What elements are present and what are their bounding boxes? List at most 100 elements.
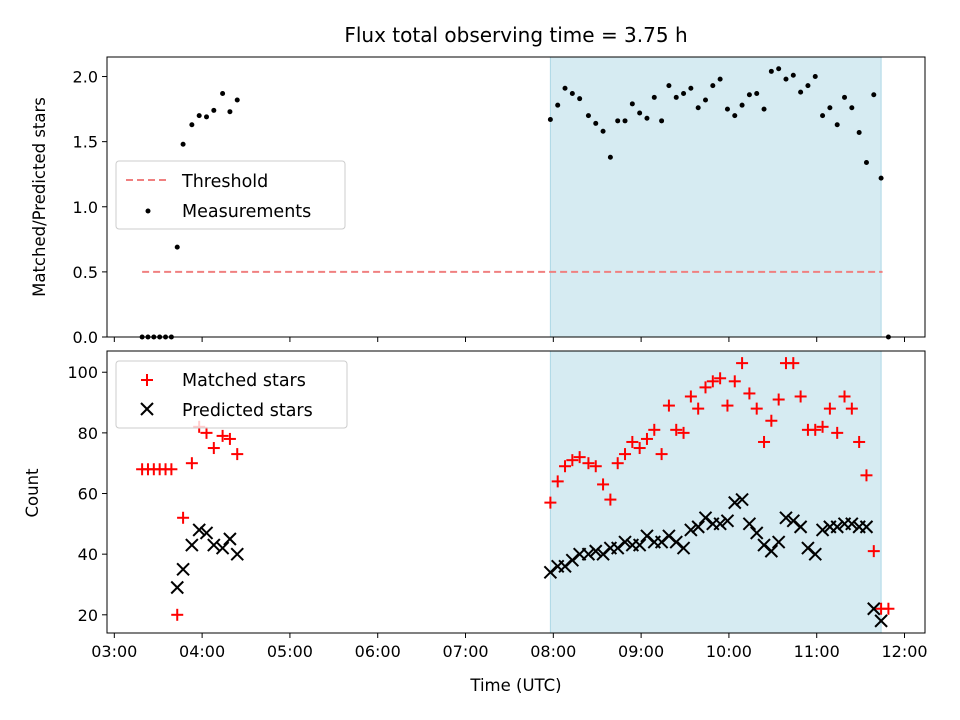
measurement-point [842,94,848,100]
matched-star-point [743,387,756,400]
measurement-point [180,141,186,147]
matched-star-point [816,420,829,433]
x-tick-label: 04:00 [179,642,225,661]
measurement-point [688,85,694,91]
matched-star-point [809,423,822,436]
top-legend-box [115,160,346,230]
measurement-point [547,117,553,123]
measurement-point [555,102,561,108]
measurement-point [651,94,657,100]
predicted-star-point [793,520,808,534]
predicted-star-point [684,523,698,537]
matched-star-point [216,429,229,442]
matched-star-point [633,442,646,455]
matched-star-point [648,423,661,436]
predicted-star-point [874,614,888,628]
matched-star-point [207,442,220,455]
matched-star-point [611,457,624,470]
matched-star-point [867,545,880,558]
predicted-star-point [176,562,190,577]
chart-title: Flux total observing time = 3.75 h [344,23,687,47]
measurement-point [227,109,233,115]
top-y-axis: 0.0 0.5 1.0 1.5 2.0 [73,68,107,347]
x-tick-label: 05:00 [267,642,313,661]
bottom-plot-area [136,351,895,633]
y-tick-label: 60 [78,485,98,504]
matched-star-point [559,460,572,473]
measurement-point [798,89,804,95]
predicted-star-point [691,520,705,534]
measurement-point [849,105,855,111]
x-tick-label: 12:00 [881,642,927,661]
predicted-star-point [815,523,830,537]
matched-star-point [626,435,639,448]
legend-measurements-label: Measurements [182,202,311,222]
bottom-y-axis-label: Count [23,468,42,518]
predicted-star-point [830,520,844,534]
y-tick-label: 2.0 [73,68,98,87]
measurement-point [562,85,568,91]
y-tick-label: 40 [78,545,98,564]
y-tick-label: 1.0 [73,198,98,217]
measurement-point [600,128,606,134]
bottom-observing-window [550,351,882,633]
predicted-star-point [632,538,647,552]
x-tick-label: 10:00 [706,642,752,661]
measurement-point [790,72,796,78]
legend-predicted-swatch [140,402,154,416]
matched-star-point [662,399,675,412]
matched-star-point [573,451,586,464]
legend-predicted-label: Predicted stars [182,401,313,421]
predicted-star-point [199,526,214,540]
predicted-star-point [750,526,764,540]
measurement-point [577,96,583,102]
matched-star-point [794,390,807,403]
matched-star-point [544,496,557,509]
predicted-star-point [742,517,757,531]
matched-star-point [677,426,690,439]
measurement-point [234,97,240,103]
matched-star-point [706,375,719,388]
matched-star-point [853,435,866,448]
matched-star-point [823,402,836,415]
matched-star-point [640,432,653,445]
x-tick-label: 06:00 [355,642,401,661]
top-x-axis-ticks [113,337,906,342]
measurement-point [659,118,665,124]
matched-star-point [200,426,213,439]
measurement-point [196,113,202,119]
measurement-point [761,106,767,112]
measurement-point [585,113,591,119]
x-tick-label: 03:00 [91,642,137,661]
matched-star-point [838,390,851,403]
predicted-star-point [713,517,727,531]
predicted-star-point [223,532,237,546]
matched-star-point [728,375,741,388]
top-legend: Threshold Measurements [115,160,346,230]
matched-star-point [684,390,697,403]
legend-threshold-label: Threshold [181,172,268,192]
measurement-point [637,110,643,116]
matched-star-point [670,423,683,436]
predicted-star-point [192,523,206,537]
predicted-star-point [185,538,199,552]
y-tick-label: 0.5 [73,263,98,282]
matched-star-point [231,448,244,461]
measurement-point [746,92,752,98]
measurement-point [629,101,635,107]
matched-star-point [714,372,727,385]
predicted-star-point [720,514,735,528]
top-panel: 0.00.51.01.52.0 Matched/Predicted stars … [30,56,926,347]
predicted-star-point [581,547,596,561]
measurement-point [783,76,789,82]
measurement-point [695,105,701,111]
legend-matched-label: Matched stars [182,371,306,391]
predicted-star-point [771,535,786,549]
measurement-point [666,83,672,89]
y-tick-label: 20 [78,606,98,625]
bottom-legend: Matched stars Predicted stars [115,360,348,429]
measurement-point [776,66,782,72]
x-tick-label: 08:00 [530,642,576,661]
matched-star-point [604,493,617,506]
